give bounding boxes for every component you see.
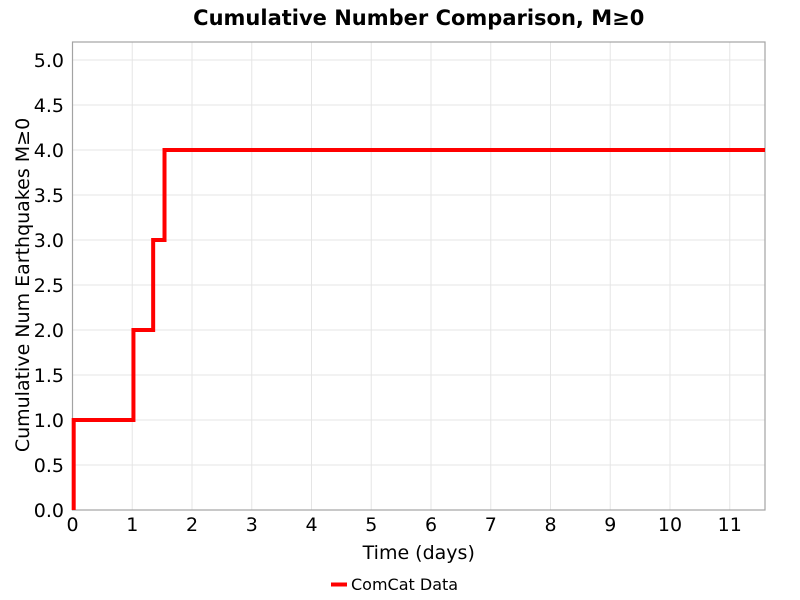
- y-tick-label: 0.5: [34, 455, 64, 477]
- x-tick-label: 11: [718, 514, 742, 536]
- x-tick-label: 1: [126, 514, 138, 536]
- x-tick-label: 6: [425, 514, 437, 536]
- chart-title: Cumulative Number Comparison, M≥0: [193, 6, 644, 30]
- y-axis-label: Cumulative Num Earthquakes M≥0: [12, 118, 34, 452]
- y-tick-label: 5.0: [34, 50, 64, 72]
- x-tick-label: 8: [544, 514, 556, 536]
- y-tick-label: 0.0: [34, 500, 64, 522]
- x-axis-label: Time (days): [362, 542, 475, 564]
- y-tick-labels: 0.0 0.5 1.0 1.5 2.0 2.5 3.0 3.5 4.0 4.5 5.0: [34, 50, 64, 522]
- x-tick-label: 0: [66, 514, 78, 536]
- y-tick-label: 2.5: [34, 275, 64, 297]
- gridlines: [72, 42, 765, 511]
- y-tick-label: 3.5: [34, 185, 64, 207]
- plot-border: [71, 41, 766, 511]
- x-tick-label: 5: [365, 514, 377, 536]
- y-tick-label: 3.0: [34, 230, 64, 252]
- y-tick-label: 1.0: [34, 410, 64, 432]
- x-tick-label: 2: [186, 514, 198, 536]
- x-tick-label: 10: [658, 514, 682, 536]
- x-tick-label: 3: [246, 514, 258, 536]
- y-tick-label: 4.5: [34, 95, 64, 117]
- x-tick-labels: 0 1 2 3 4 5 6 7 8 9 10 11: [66, 514, 741, 536]
- comcat-series-line: [71, 148, 765, 510]
- x-tick-label: 9: [604, 514, 616, 536]
- legend-label: ComCat Data: [351, 575, 458, 594]
- y-tick-label: 1.5: [34, 365, 64, 387]
- y-tick-label: 2.0: [34, 320, 64, 342]
- y-tick-label: 4.0: [34, 140, 64, 162]
- legend: ComCat Data: [331, 575, 458, 594]
- x-tick-label: 7: [485, 514, 497, 536]
- x-tick-label: 4: [305, 514, 317, 536]
